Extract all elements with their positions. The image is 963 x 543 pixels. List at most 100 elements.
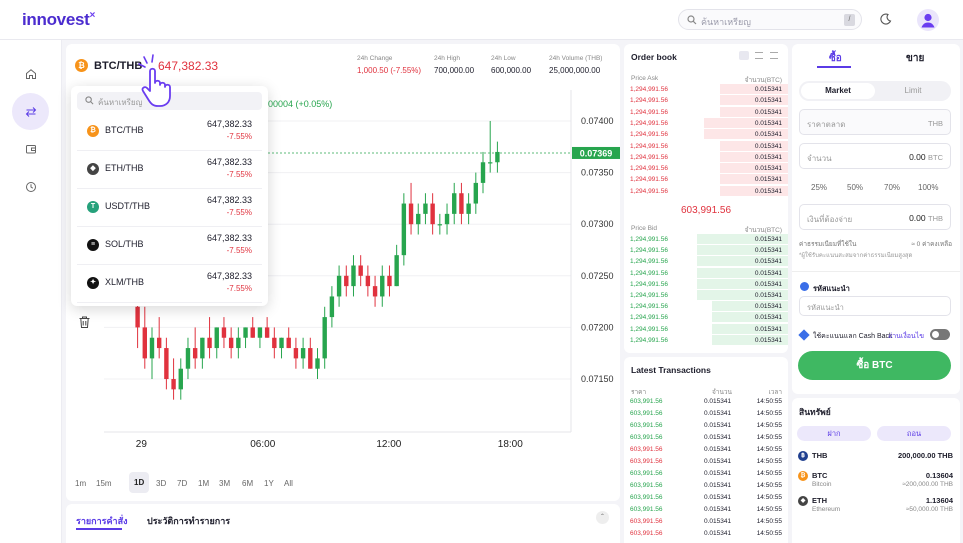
search-input[interactable]: ค้นหาเหรียญ /: [678, 9, 862, 30]
ask-price: 1,294,991.56: [630, 131, 668, 139]
pair-price: 647,382.33: [158, 59, 219, 73]
percent-100[interactable]: 100%: [918, 183, 939, 192]
bid-row[interactable]: 1,294,991.56 0.015341: [630, 323, 788, 335]
sidebar-item-home[interactable]: [12, 55, 49, 92]
timeframe-3D[interactable]: 3D: [156, 479, 167, 488]
timeframe-7D[interactable]: 7D: [177, 479, 188, 488]
percent-50[interactable]: 50%: [847, 183, 864, 192]
high-label: 24h High: [434, 55, 461, 62]
ask-row[interactable]: 1,294,991.56 0.015341: [630, 163, 788, 174]
timeframe-3M[interactable]: 3M: [219, 479, 231, 488]
percent-70[interactable]: 70%: [884, 183, 901, 192]
coin-icon: ₿: [87, 125, 99, 137]
current-price-label: 0.07369: [580, 148, 613, 158]
ask-row[interactable]: 1,294,991.56 0.015341: [630, 129, 788, 140]
transaction-amount: 0.015341: [704, 458, 732, 465]
transaction-amount: 0.015341: [704, 518, 732, 525]
ask-price: 1,294,991.56: [630, 153, 668, 161]
sidebar-item-wallet[interactable]: [12, 130, 49, 167]
candle: [207, 317, 212, 359]
tab-open-orders[interactable]: รายการคำสั่ง: [76, 516, 128, 526]
tab-buy[interactable]: ซื้อ: [829, 53, 842, 64]
bid-row[interactable]: 1,294,991.56 0.015341: [630, 312, 788, 323]
orderbook-view-asks[interactable]: [755, 52, 763, 59]
candle: [178, 358, 183, 400]
ask-row[interactable]: 1,294,991.56 0.015341: [630, 140, 788, 152]
pair-option-price: 647,382.33: [206, 119, 252, 129]
bid-row[interactable]: 1,294,991.56 0.015341: [630, 301, 788, 312]
bid-row[interactable]: 1,294,991.56 0.015341: [630, 334, 788, 346]
bid-price: 1,294,991.56: [630, 325, 668, 333]
cashback-terms-link[interactable]: อ่านเงื่อนไข: [888, 333, 925, 340]
transaction-time: 14:50:55: [756, 446, 782, 453]
collapse-button[interactable]: ˆ: [596, 511, 609, 524]
pair-option[interactable]: ₿ BTC/THB 647,382.33 -7.55%: [77, 113, 262, 151]
timeframe-1Y[interactable]: 1Y: [264, 479, 274, 488]
timeframe-15m[interactable]: 15m: [96, 479, 112, 488]
tab-order-history[interactable]: ประวัติการทำรายการ: [147, 516, 231, 526]
asset-row[interactable]: ฿ THB 200,000.00 THB: [797, 450, 953, 472]
pointer-hand-icon: [138, 54, 171, 107]
withdraw-button[interactable]: ถอน: [877, 426, 951, 441]
bid-row[interactable]: 1,294,991.56 0.015341: [630, 290, 788, 301]
deposit-button[interactable]: ฝาก: [797, 426, 871, 441]
cashback-toggle[interactable]: [930, 329, 950, 340]
home-icon: [25, 68, 36, 79]
ask-row[interactable]: 1,294,991.56 0.015341: [630, 95, 788, 106]
tab-sell[interactable]: ขาย: [906, 53, 925, 64]
submit-buy-button[interactable]: ซื้อ BTC: [798, 351, 951, 380]
ask-row[interactable]: 1,294,991.56 0.015341: [630, 151, 788, 163]
pair-option[interactable]: ✦ XLM/THB 647,382.33 -7.55%: [77, 265, 262, 303]
ask-row[interactable]: 1,294,991.56 0.015341: [630, 106, 788, 118]
pair-option-price: 647,382.33: [206, 271, 252, 281]
transaction-row: 603,991.56 0.015341 14:50:55: [630, 468, 782, 479]
bid-row[interactable]: 1,294,991.56 0.015341: [630, 267, 788, 279]
mode-limit[interactable]: Limit: [904, 86, 922, 95]
candle: [315, 348, 320, 380]
pair-option[interactable]: ≡ SOL/THB 647,382.33 -7.55%: [77, 227, 262, 265]
mode-market[interactable]: Market: [801, 83, 875, 99]
bid-row[interactable]: 1,294,991.56 0.015341: [630, 278, 788, 290]
ask-row[interactable]: 1,294,991.56 0.015341: [630, 84, 788, 95]
volume-label: 24h Volume (THB): [549, 55, 603, 62]
timeframe-1m[interactable]: 1m: [75, 479, 87, 488]
pair-selector[interactable]: BTC/THB: [94, 60, 143, 72]
bid-row[interactable]: 1,294,991.56 0.015341: [630, 245, 788, 256]
pair-option[interactable]: T USDT/THB 647,382.33 -7.55%: [77, 189, 262, 227]
timeframe-All[interactable]: All: [284, 479, 293, 488]
percent-25[interactable]: 25%: [811, 183, 828, 192]
ask-row[interactable]: 1,294,991.56 0.015341: [630, 174, 788, 185]
ask-row[interactable]: 1,294,991.56 0.015341: [630, 185, 788, 197]
candle: [293, 337, 299, 369]
bid-price: 1,294,991.56: [630, 280, 668, 288]
coin-icon: ≡: [87, 239, 99, 251]
trash-icon[interactable]: [78, 315, 91, 329]
asset-row[interactable]: ₿ BTC Bitcoin 0.13604 ≈200,000.00 THB: [797, 470, 953, 492]
orderbook-view-both[interactable]: [739, 51, 749, 60]
sidebar-item-history[interactable]: [12, 168, 49, 205]
app-logo[interactable]: innovest×: [22, 10, 96, 29]
candle: [236, 327, 241, 359]
dark-mode-icon[interactable]: [880, 13, 892, 25]
timeframe-1M[interactable]: 1M: [198, 479, 210, 488]
pair-option[interactable]: ◆ ETH/THB 647,382.33 -7.55%: [77, 151, 262, 189]
timeframe-bar: 1m 15m 1D 3D 7D 1M 3M 6M 1Y All: [66, 470, 620, 500]
ask-row[interactable]: 1,294,991.56 0.015341: [630, 117, 788, 129]
timeframe-6M[interactable]: 6M: [242, 479, 254, 488]
bid-depth-bar: [696, 267, 788, 278]
candle: [257, 327, 263, 349]
user-avatar[interactable]: [917, 9, 939, 31]
orderbook-view-bids[interactable]: [770, 52, 778, 59]
assets-title: สินทรัพย์: [799, 407, 831, 417]
pay-field[interactable]: เงินที่ต้องจ่าย 0.00 THB: [799, 204, 951, 230]
ask-amount: 0.015341: [754, 153, 782, 161]
cashback-label: ใช้คะแนนแลก Cash Back: [813, 333, 893, 340]
bid-row[interactable]: 1,294,991.56 0.015341: [630, 234, 788, 245]
referral-input[interactable]: รหัสแนะนำ: [799, 296, 951, 316]
asset-row[interactable]: ◆ ETH Ethereum 1.13604 ≈50,000.00 THB: [797, 495, 953, 517]
amount-field[interactable]: จำนวน 0.00 BTC: [799, 143, 951, 169]
sidebar-item-trade[interactable]: [12, 93, 49, 130]
bid-row[interactable]: 1,294,991.56 0.015341: [630, 256, 788, 267]
timeframe-1D[interactable]: 1D: [129, 472, 150, 493]
low-label: 24h Low: [491, 55, 516, 62]
